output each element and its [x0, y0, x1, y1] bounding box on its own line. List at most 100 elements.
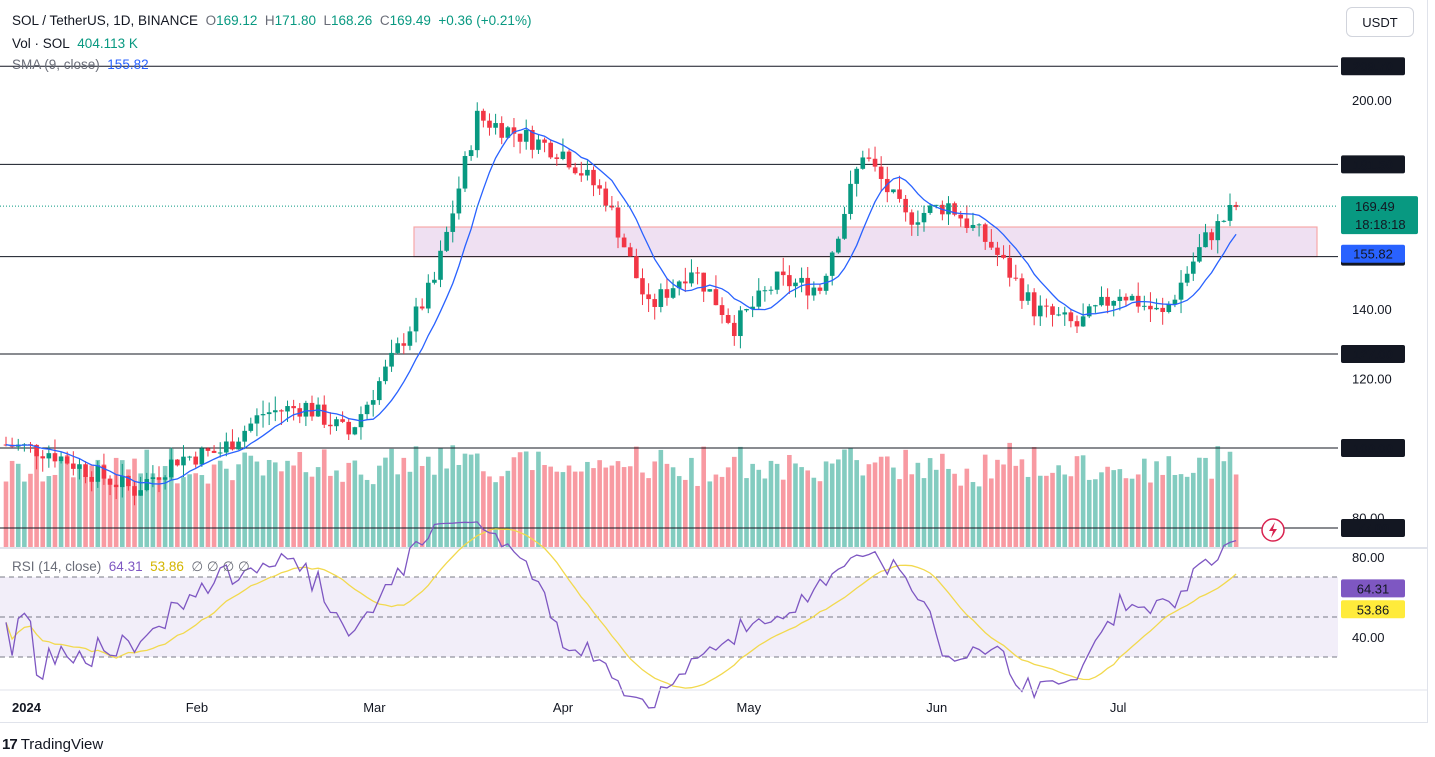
- candle-body: [842, 213, 847, 239]
- candle-body: [530, 130, 535, 150]
- volume-bar: [566, 465, 572, 547]
- volume-bar: [670, 467, 676, 547]
- candle-body: [456, 188, 462, 214]
- volume-bar: [964, 468, 970, 547]
- candle-body: [664, 289, 670, 298]
- volume-bar: [652, 461, 658, 547]
- low-label: L: [323, 13, 331, 28]
- volume-bar: [1117, 469, 1123, 547]
- candle-body: [817, 287, 823, 291]
- candle-body: [1111, 300, 1117, 306]
- rsi-label[interactable]: RSI (14, close): [12, 559, 102, 574]
- candle-body: [285, 406, 290, 412]
- candle-body: [199, 448, 205, 465]
- candle-body: [1093, 305, 1098, 307]
- candle-body: [1080, 316, 1086, 327]
- current-price-label: 169.49: [1355, 199, 1395, 214]
- candle-body: [260, 414, 266, 416]
- volume-bar: [713, 474, 719, 547]
- level-label-box: [1341, 57, 1405, 76]
- rsi-value: 64.31: [108, 559, 143, 574]
- sma-price-label: 155.82: [1353, 247, 1393, 262]
- volume-bar: [848, 448, 853, 547]
- candle-body: [725, 315, 731, 323]
- volume-bar: [872, 462, 878, 547]
- volume-bar: [823, 461, 829, 547]
- volume-bar: [1099, 472, 1104, 547]
- time-axis-label: 2024: [12, 700, 42, 715]
- volume-bar: [780, 479, 786, 547]
- volume-bar: [793, 463, 798, 547]
- candle-body: [554, 157, 560, 159]
- candle-body: [230, 441, 235, 450]
- candle-body: [738, 310, 743, 337]
- volume-bar: [762, 478, 768, 547]
- candle-body: [560, 151, 566, 159]
- volume-label[interactable]: Vol · SOL: [12, 36, 70, 51]
- volume-bar: [401, 457, 407, 547]
- candle-body: [872, 158, 878, 167]
- volume-bar: [1050, 472, 1055, 547]
- candle-body: [1129, 295, 1135, 301]
- candle-body: [303, 402, 309, 417]
- candle-body: [487, 120, 492, 128]
- volume-bar: [578, 471, 584, 547]
- currency-button[interactable]: USDT: [1346, 7, 1414, 37]
- current-price-box: [1341, 196, 1418, 235]
- candle-body: [523, 130, 529, 142]
- candle-body: [1007, 257, 1012, 278]
- candle-body: [1190, 261, 1196, 274]
- candle-body: [95, 465, 101, 482]
- sma-label[interactable]: SMA (9, close): [12, 57, 100, 72]
- candle-body: [297, 408, 303, 417]
- candle-body: [144, 479, 150, 491]
- candle-body: [383, 366, 388, 382]
- level-label-box: [1341, 519, 1405, 538]
- volume-bar: [1080, 455, 1086, 547]
- volume-bar: [113, 457, 119, 547]
- volume-bar: [168, 448, 174, 547]
- volume-bar: [530, 470, 535, 547]
- candle-body: [903, 198, 908, 213]
- level-label-text: 181.50: [1353, 157, 1393, 172]
- candle-body: [1123, 296, 1129, 301]
- volume-bar: [150, 473, 156, 547]
- volume-bar: [1197, 457, 1202, 547]
- open-value: 169.12: [216, 13, 258, 28]
- volume-bar: [627, 466, 633, 547]
- chart-frame: [0, 0, 1428, 723]
- candle-body: [933, 204, 939, 206]
- candle-body: [450, 213, 456, 232]
- volume-bar: [897, 479, 902, 547]
- candle-body: [597, 185, 602, 189]
- volume-bar: [309, 476, 315, 547]
- volume-bar: [101, 464, 107, 547]
- volume-bar: [377, 465, 382, 547]
- rsi-legend: RSI (14, close) 64.31 53.86 ∅ ∅ ∅ ∅: [12, 559, 250, 575]
- volume-bar: [432, 474, 437, 547]
- volume-bar: [750, 463, 755, 547]
- candle-body: [340, 419, 345, 422]
- symbol-title[interactable]: SOL / TetherUS, 1D, BINANCE: [12, 13, 199, 28]
- volume-bar: [52, 474, 58, 547]
- candle-body: [989, 241, 994, 248]
- volume-bar: [71, 477, 76, 547]
- close-label: C: [379, 13, 390, 28]
- level-label-text: 77.00: [1357, 521, 1390, 536]
- volume-bar: [370, 484, 376, 547]
- candle-body: [1227, 205, 1233, 221]
- candle-body: [927, 205, 933, 213]
- volume-bar: [940, 453, 945, 547]
- volume-bar: [921, 478, 927, 547]
- volume-bar: [95, 459, 101, 547]
- candle-body: [1215, 221, 1221, 241]
- candle-body: [138, 490, 143, 496]
- volume-bar: [181, 477, 186, 547]
- tradingview-logo[interactable]: 17 TradingView: [2, 736, 103, 753]
- volume-bar: [15, 463, 21, 547]
- volume-bar: [493, 482, 498, 547]
- volume-bar: [915, 462, 921, 547]
- volume-bar: [1068, 476, 1074, 547]
- candle-body: [860, 157, 866, 169]
